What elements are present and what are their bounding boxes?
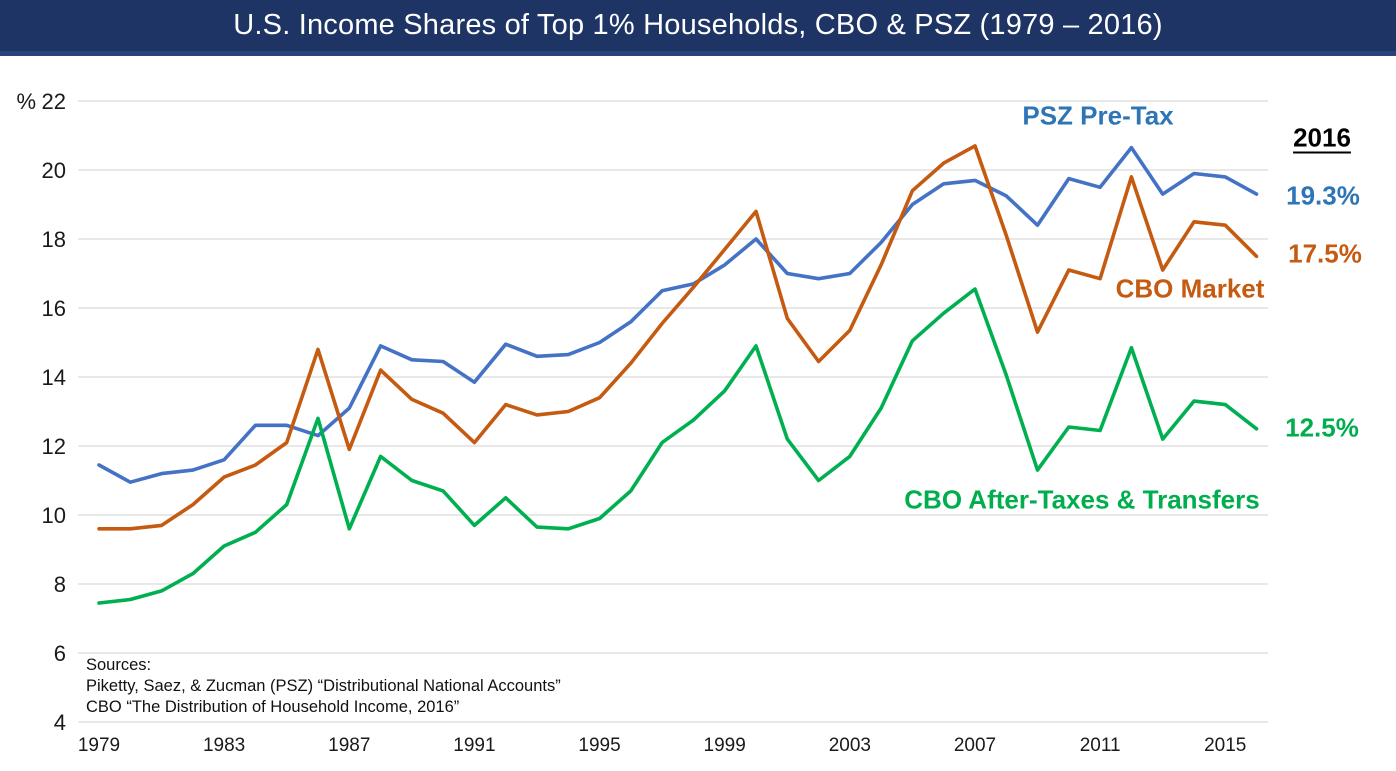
cbo-aftertax-end-value: 12.5% bbox=[1285, 412, 1359, 443]
x-tick-label: 2003 bbox=[829, 735, 871, 756]
y-tick-label: 8 bbox=[54, 572, 66, 597]
y-tick-label: 6 bbox=[54, 641, 66, 666]
cbo-aftertax-label: CBO After-Taxes & Transfers bbox=[904, 484, 1260, 515]
y-tick-label: 16 bbox=[42, 296, 66, 321]
y-tick-label: 10 bbox=[42, 503, 66, 528]
x-tick-label: 2011 bbox=[1080, 735, 1121, 756]
cbo-aftertax-line bbox=[97, 287, 1259, 605]
income-share-line-chart: 22 20 18 16 14 12 10 8 6 4% 1979 1983 1987 1991 1995 19… bbox=[16, 89, 1268, 756]
sources-block: Sources: Piketty, Saez, & Zucman (PSZ) “… bbox=[86, 655, 561, 718]
y-tick-label: 14 bbox=[42, 365, 66, 390]
y-axis-unit-label: % bbox=[16, 89, 36, 114]
psz-end-value: 19.3% bbox=[1286, 180, 1360, 211]
y-tick-label: 18 bbox=[42, 227, 66, 252]
x-tick-label: 2015 bbox=[1204, 735, 1246, 756]
x-tick-label: 1979 bbox=[78, 735, 120, 756]
sources-heading: Sources: bbox=[86, 656, 152, 674]
psz-pretax-label: PSZ Pre-Tax bbox=[1022, 100, 1174, 131]
y-tick-label: 4 bbox=[54, 710, 66, 735]
x-tick-label: 1999 bbox=[704, 735, 746, 756]
x-tick-label: 1991 bbox=[453, 735, 495, 756]
cbo-market-line bbox=[97, 144, 1259, 531]
y-tick-label: 20 bbox=[42, 158, 66, 183]
cbo-market-end-value: 17.5% bbox=[1288, 238, 1362, 269]
x-tick-label: 2007 bbox=[954, 735, 996, 756]
x-tick-label: 1983 bbox=[203, 735, 245, 756]
y-tick-label: 22 bbox=[42, 89, 66, 114]
sources-psz-line: Piketty, Saez, & Zucman (PSZ) “Distribut… bbox=[86, 677, 561, 695]
x-tick-label: 1987 bbox=[328, 735, 370, 756]
y-tick-label: 12 bbox=[42, 434, 66, 459]
cbo-market-label: CBO Market bbox=[1115, 273, 1265, 304]
title-bar: U.S. Income Shares of Top 1% Households,… bbox=[0, 0, 1396, 56]
x-tick-label: 1995 bbox=[578, 735, 620, 756]
page-title: U.S. Income Shares of Top 1% Households,… bbox=[233, 9, 1163, 41]
end-year-label: 2016 bbox=[1293, 122, 1351, 153]
sources-cbo-line: CBO “The Distribution of Household Incom… bbox=[86, 698, 460, 716]
